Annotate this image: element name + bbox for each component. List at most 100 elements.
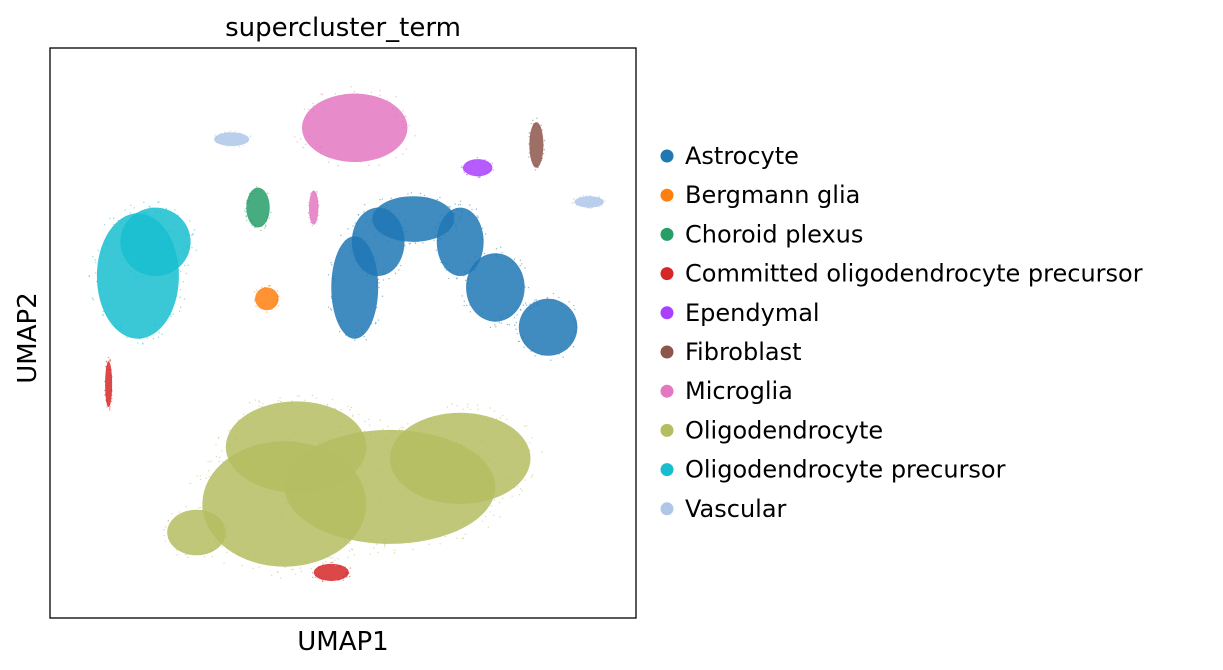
scatter-point bbox=[375, 436, 377, 438]
scatter-point bbox=[444, 536, 446, 538]
scatter-point bbox=[346, 572, 348, 574]
scatter-point bbox=[216, 519, 218, 522]
scatter-point bbox=[601, 202, 603, 205]
scatter-point bbox=[175, 518, 177, 520]
scatter-point bbox=[266, 192, 269, 195]
scatter-point bbox=[178, 511, 181, 513]
scatter-point bbox=[199, 506, 202, 509]
scatter-point bbox=[423, 194, 426, 197]
scatter-point bbox=[346, 576, 348, 578]
legend-label: Committed oligodendrocyte precursor bbox=[685, 260, 1143, 288]
scatter-point bbox=[423, 498, 425, 501]
scatter-point bbox=[347, 228, 349, 230]
scatter-point bbox=[463, 522, 465, 524]
scatter-point bbox=[462, 166, 465, 169]
scatter-point bbox=[254, 557, 257, 559]
scatter-point bbox=[163, 529, 165, 531]
scatter-point bbox=[296, 141, 298, 143]
scatter-point bbox=[175, 544, 177, 546]
scatter-point bbox=[495, 418, 498, 420]
scatter-point bbox=[91, 297, 94, 299]
scatter-point bbox=[310, 192, 312, 194]
scatter-point bbox=[254, 299, 257, 302]
scatter-point bbox=[251, 192, 253, 195]
scatter-point bbox=[319, 152, 322, 154]
scatter-point bbox=[456, 529, 458, 531]
scatter-point bbox=[111, 390, 113, 392]
scatter-point bbox=[333, 278, 335, 280]
scatter-point bbox=[277, 517, 280, 519]
scatter-point bbox=[354, 334, 357, 337]
scatter-point bbox=[529, 441, 531, 444]
scatter-point bbox=[341, 474, 344, 477]
scatter-point bbox=[402, 426, 405, 429]
scatter-point bbox=[529, 147, 531, 150]
cluster-point-cloud bbox=[167, 509, 226, 556]
scatter-point bbox=[254, 410, 256, 412]
scatter-point bbox=[348, 575, 351, 578]
scatter-point bbox=[533, 163, 536, 166]
scatter-point bbox=[428, 543, 430, 546]
scatter-point bbox=[423, 422, 426, 425]
scatter-point bbox=[479, 502, 481, 504]
scatter-point bbox=[494, 324, 496, 326]
scatter-point bbox=[338, 330, 341, 333]
scatter-point bbox=[335, 409, 337, 411]
scatter-point bbox=[246, 418, 248, 420]
scatter-point bbox=[378, 164, 381, 166]
scatter-point bbox=[314, 576, 317, 579]
scatter-point bbox=[275, 303, 277, 306]
scatter-point bbox=[336, 543, 339, 545]
scatter-point bbox=[346, 568, 348, 571]
scatter-point bbox=[461, 295, 464, 297]
scatter-point bbox=[317, 214, 320, 217]
scatter-point bbox=[469, 311, 472, 313]
scatter-point bbox=[215, 444, 217, 446]
scatter-point bbox=[122, 259, 124, 261]
scatter-point bbox=[493, 320, 496, 322]
scatter-point bbox=[500, 490, 503, 493]
scatter-point bbox=[479, 174, 481, 176]
scatter-point bbox=[337, 164, 339, 167]
cluster-point-cloud bbox=[372, 196, 455, 242]
scatter-point bbox=[344, 566, 346, 568]
scatter-point bbox=[374, 295, 377, 297]
scatter-point bbox=[111, 394, 113, 396]
scatter-point bbox=[414, 135, 416, 137]
scatter-point bbox=[469, 304, 471, 306]
scatter-point bbox=[150, 274, 152, 277]
scatter-point bbox=[184, 264, 186, 267]
cluster-point-cloud bbox=[246, 187, 270, 228]
series-oligodendrocyte bbox=[163, 394, 543, 579]
scatter-point bbox=[256, 289, 258, 292]
scatter-point bbox=[455, 509, 458, 512]
scatter-point bbox=[506, 313, 509, 316]
scatter-point bbox=[201, 551, 204, 553]
scatter-point bbox=[350, 86, 352, 88]
scatter-point bbox=[489, 169, 492, 171]
scatter-point bbox=[330, 264, 333, 266]
scatter-point bbox=[316, 192, 318, 194]
scatter-point bbox=[357, 213, 360, 216]
scatter-point bbox=[169, 313, 172, 316]
scatter-point bbox=[88, 275, 91, 277]
scatter-point bbox=[186, 234, 188, 236]
scatter-point bbox=[238, 143, 240, 146]
scatter-point bbox=[288, 490, 290, 492]
scatter-point bbox=[438, 254, 441, 256]
scatter-point bbox=[368, 164, 370, 166]
scatter-point bbox=[476, 215, 478, 217]
scatter-point bbox=[576, 204, 578, 206]
scatter-point bbox=[435, 226, 437, 229]
scatter-point bbox=[363, 335, 365, 338]
scatter-point bbox=[364, 420, 366, 423]
scatter-point bbox=[245, 216, 247, 218]
scatter-point bbox=[256, 186, 258, 188]
scatter-point bbox=[316, 196, 318, 199]
scatter-point bbox=[402, 121, 404, 123]
scatter-point bbox=[307, 117, 309, 120]
scatter-point bbox=[579, 196, 581, 198]
scatter-point bbox=[460, 166, 463, 169]
scatter-point bbox=[461, 165, 463, 167]
scatter-point bbox=[354, 336, 357, 339]
